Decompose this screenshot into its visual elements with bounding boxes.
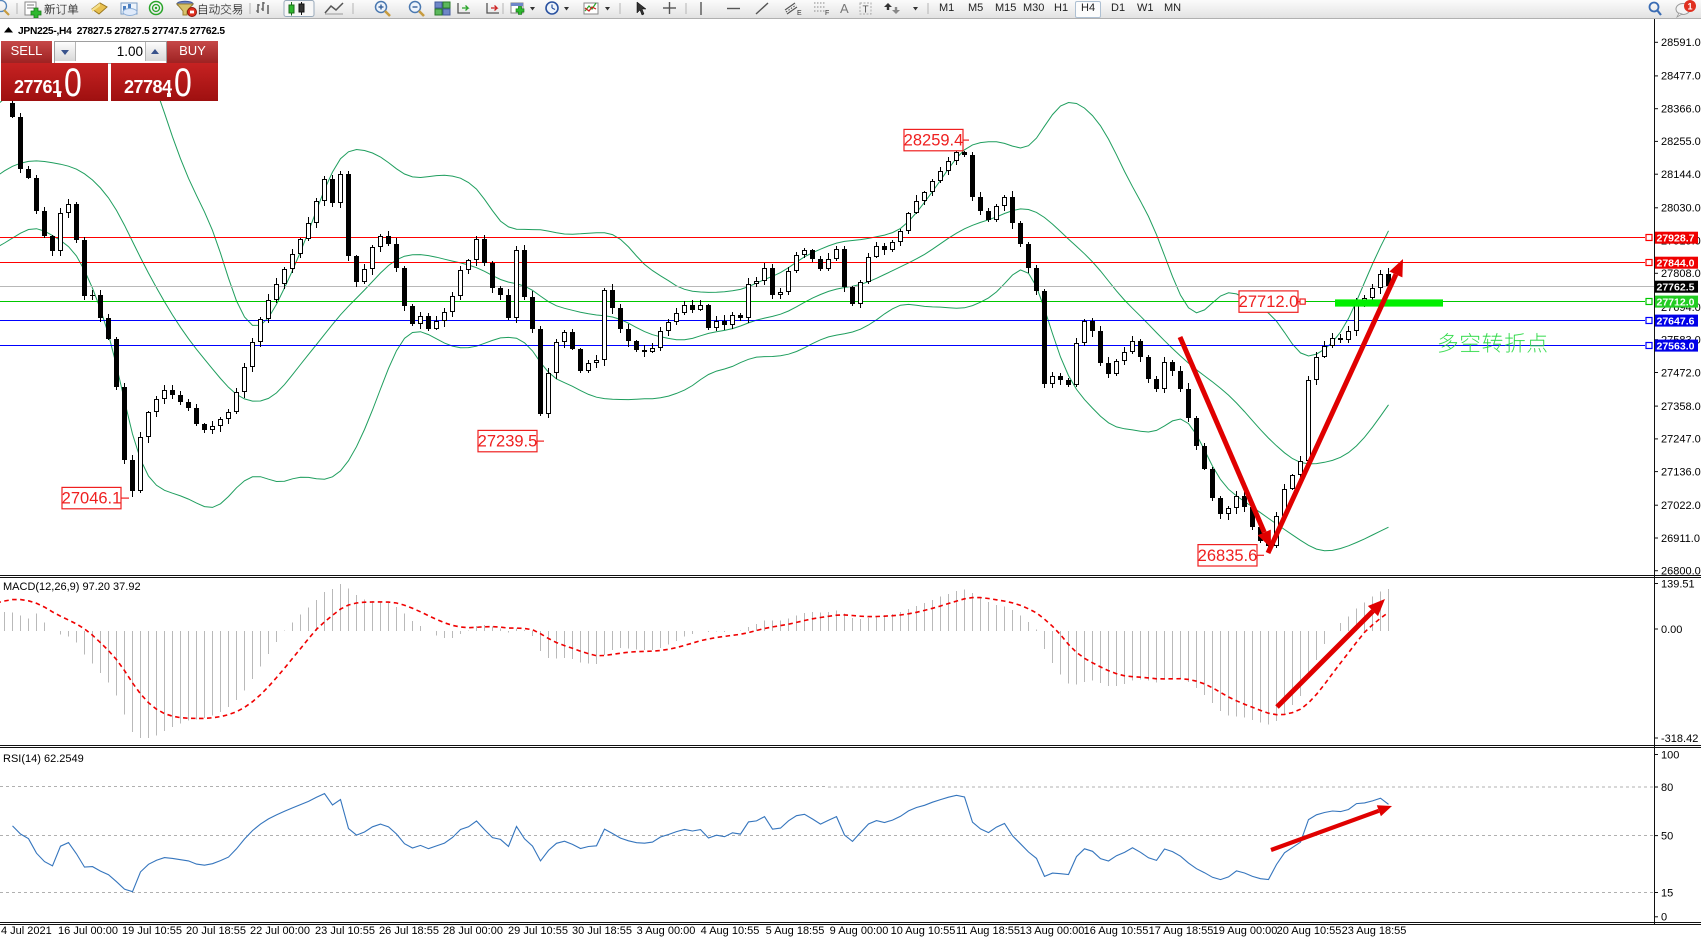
svg-text:22 Jul 00:00: 22 Jul 00:00 xyxy=(250,925,310,937)
svg-text:20 Aug 10:55: 20 Aug 10:55 xyxy=(1277,925,1342,937)
svg-text:20 Jul 18:55: 20 Jul 18:55 xyxy=(186,925,246,937)
svg-text:28259.4: 28259.4 xyxy=(904,132,964,150)
svg-text:11 Aug 18:55: 11 Aug 18:55 xyxy=(956,925,1020,937)
svg-text:23 Jul 10:55: 23 Jul 10:55 xyxy=(315,925,375,937)
svg-text:4 Jul 2021: 4 Jul 2021 xyxy=(1,925,52,937)
svg-text:28144.0: 28144.0 xyxy=(1661,169,1701,181)
svg-text:27358.0: 27358.0 xyxy=(1661,401,1701,413)
svg-text:15: 15 xyxy=(1661,887,1673,899)
svg-text:26 Jul 18:55: 26 Jul 18:55 xyxy=(379,925,439,937)
svg-text:16 Jul 00:00: 16 Jul 00:00 xyxy=(58,925,118,937)
svg-text:27472.0: 27472.0 xyxy=(1661,367,1701,379)
svg-text:100: 100 xyxy=(1661,749,1679,761)
svg-text:27136.0: 27136.0 xyxy=(1661,466,1701,478)
svg-text:27712.0: 27712.0 xyxy=(1657,297,1695,309)
svg-text:A: A xyxy=(840,1,849,16)
svg-text:28477.0: 28477.0 xyxy=(1661,71,1701,83)
svg-text:19 Aug 00:00: 19 Aug 00:00 xyxy=(1213,925,1278,937)
svg-text:30 Jul 18:55: 30 Jul 18:55 xyxy=(572,925,632,937)
svg-text:27239.5: 27239.5 xyxy=(478,433,538,451)
svg-text:27563.0: 27563.0 xyxy=(1657,341,1695,353)
svg-text:27712.0: 27712.0 xyxy=(1239,293,1299,311)
svg-text:-318.42: -318.42 xyxy=(1661,733,1698,745)
svg-text:MACD(12,26,9) 97.20 37.92: MACD(12,26,9) 97.20 37.92 xyxy=(3,581,141,593)
svg-text:26835.6: 26835.6 xyxy=(1198,547,1258,565)
svg-text:13 Aug 00:00: 13 Aug 00:00 xyxy=(1020,925,1085,937)
svg-text:27844.0: 27844.0 xyxy=(1657,258,1695,270)
svg-text:50: 50 xyxy=(1661,830,1673,842)
svg-text:4 Aug 10:55: 4 Aug 10:55 xyxy=(701,925,760,937)
svg-text:10 Aug 10:55: 10 Aug 10:55 xyxy=(891,925,956,937)
svg-text:27247.0: 27247.0 xyxy=(1661,434,1701,446)
svg-text:29 Jul 10:55: 29 Jul 10:55 xyxy=(508,925,568,937)
svg-text:1: 1 xyxy=(1687,2,1692,12)
svg-text:T: T xyxy=(863,5,869,16)
svg-text:0: 0 xyxy=(1661,912,1667,924)
svg-text:28255.0: 28255.0 xyxy=(1661,136,1701,148)
svg-text:27046.1: 27046.1 xyxy=(62,490,122,508)
svg-text:RSI(14) 62.2549: RSI(14) 62.2549 xyxy=(3,753,84,765)
svg-text:27022.0: 27022.0 xyxy=(1661,500,1701,512)
svg-text:16 Aug 10:55: 16 Aug 10:55 xyxy=(1084,925,1149,937)
svg-text:28 Jul 00:00: 28 Jul 00:00 xyxy=(443,925,503,937)
svg-text:26911.0: 26911.0 xyxy=(1661,533,1700,545)
svg-text:27762.5: 27762.5 xyxy=(1657,282,1695,294)
svg-text:27808.0: 27808.0 xyxy=(1661,268,1701,280)
svg-text:3 Aug 00:00: 3 Aug 00:00 xyxy=(637,925,696,937)
svg-text:26800.0: 26800.0 xyxy=(1661,566,1701,578)
svg-text:0.00: 0.00 xyxy=(1661,624,1682,636)
svg-text:27928.7: 27928.7 xyxy=(1657,233,1695,245)
svg-text:F: F xyxy=(825,10,829,17)
svg-text:28366.0: 28366.0 xyxy=(1661,104,1701,116)
svg-text:JPN225-,H4 27827.5 27827.5 27: JPN225-,H4 27827.5 27827.5 27747.5 27762… xyxy=(18,26,225,37)
svg-text:23 Aug 18:55: 23 Aug 18:55 xyxy=(1342,925,1407,937)
svg-text:5 Aug 18:55: 5 Aug 18:55 xyxy=(766,925,825,937)
svg-text:E: E xyxy=(797,10,802,17)
svg-text:139.51: 139.51 xyxy=(1661,578,1695,590)
svg-text:17 Aug 18:55: 17 Aug 18:55 xyxy=(1149,925,1214,937)
svg-text:80: 80 xyxy=(1661,782,1673,794)
svg-text:28030.0: 28030.0 xyxy=(1661,203,1701,215)
svg-text:9 Aug 00:00: 9 Aug 00:00 xyxy=(830,925,889,937)
svg-text:27647.6: 27647.6 xyxy=(1657,316,1695,328)
svg-text:28591.0: 28591.0 xyxy=(1661,37,1701,49)
svg-text:19 Jul 10:55: 19 Jul 10:55 xyxy=(122,925,182,937)
